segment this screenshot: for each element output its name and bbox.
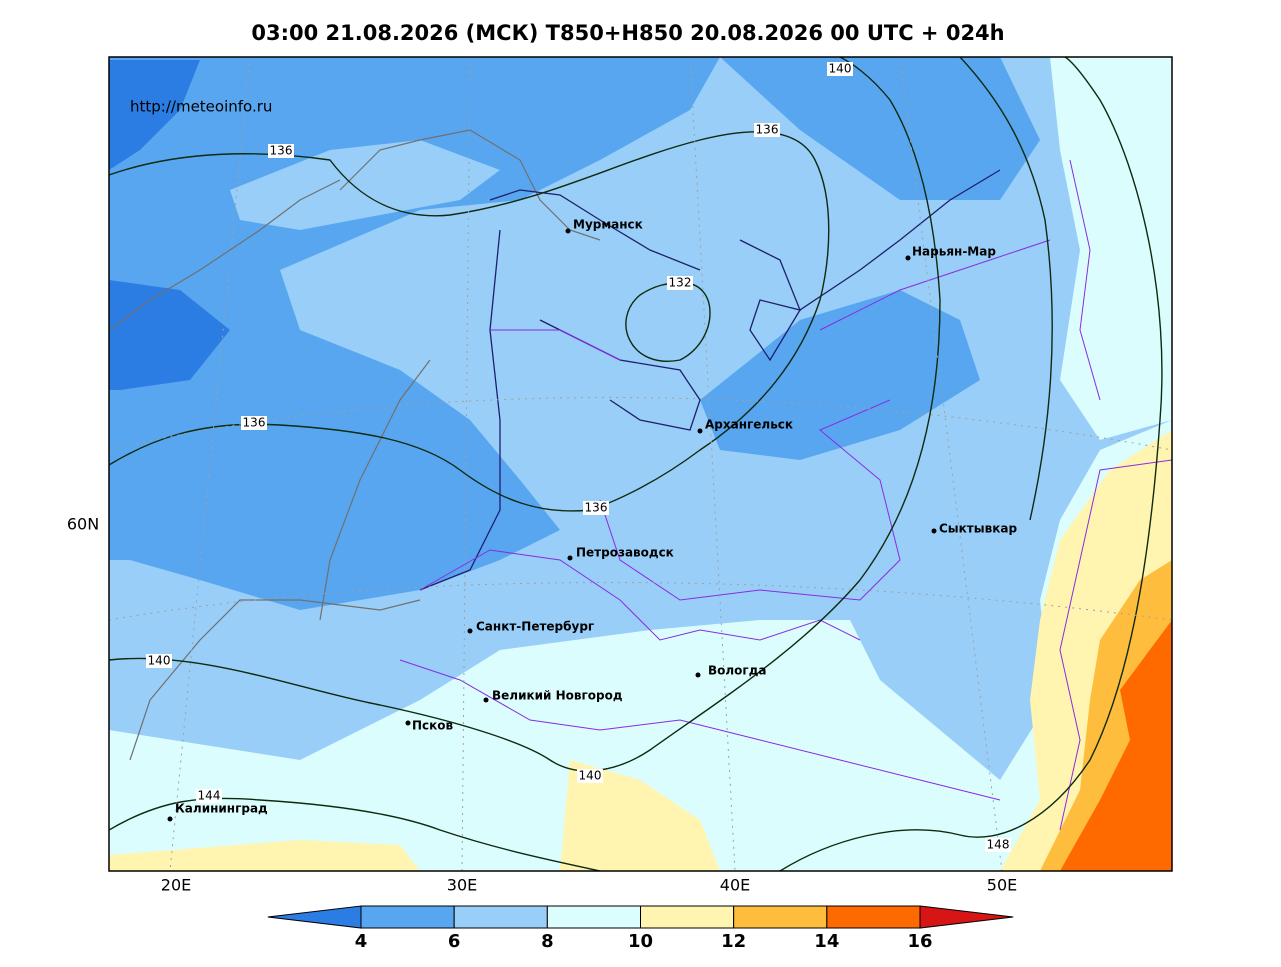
colorbar-segment bbox=[453, 905, 548, 929]
city-label: Великий Новгород bbox=[492, 689, 623, 703]
city-label: Сыктывкар bbox=[939, 522, 1017, 536]
city-label: Калининград bbox=[175, 802, 268, 816]
contour-label: 136 bbox=[585, 501, 608, 515]
city-dot bbox=[483, 697, 489, 703]
colorbar-segment bbox=[640, 905, 735, 929]
city-dot bbox=[565, 228, 571, 234]
city-label: Вологда bbox=[708, 664, 766, 678]
city-label: Нарьян-Мар bbox=[912, 245, 996, 259]
city-label: Архангельск bbox=[705, 418, 793, 432]
colorbar-tick-label: 4 bbox=[355, 931, 368, 952]
contour-label: 136 bbox=[756, 123, 779, 137]
colorbar-segment bbox=[546, 905, 641, 929]
contour-label: 140 bbox=[579, 769, 602, 783]
contour-label-bg bbox=[577, 769, 603, 783]
city-dot bbox=[405, 720, 411, 726]
contour-label: 132 bbox=[669, 276, 692, 290]
contour-label: 140 bbox=[829, 62, 852, 76]
contour-label-bg bbox=[146, 654, 172, 668]
city-label: Мурманск bbox=[573, 218, 643, 232]
contour-label-bg bbox=[268, 144, 294, 158]
city-dot bbox=[467, 628, 473, 634]
map-field bbox=[109, 57, 1172, 871]
map-frame bbox=[108, 56, 1173, 872]
city-dot bbox=[567, 555, 573, 561]
contour-label: 136 bbox=[270, 144, 293, 158]
colorbar-tick-label: 12 bbox=[721, 931, 746, 952]
city-dot bbox=[167, 816, 173, 822]
colorbar-extend-low bbox=[267, 905, 362, 929]
colorbar-extend-high bbox=[919, 905, 1014, 929]
colorbar-segment bbox=[733, 905, 828, 929]
contour-label: 136 bbox=[243, 416, 266, 430]
contour-label-bg bbox=[241, 416, 267, 430]
city-dot bbox=[931, 528, 937, 534]
city-label: Псков bbox=[412, 719, 454, 733]
colorbar-segment bbox=[826, 905, 921, 929]
colorbar-tick-label: 14 bbox=[814, 931, 839, 952]
contour-label: 148 bbox=[987, 838, 1010, 852]
city-dot bbox=[697, 428, 703, 434]
map-title: 03:00 21.08.2026 (МСК) T850+H850 20.08.2… bbox=[251, 21, 1004, 45]
city-dot bbox=[905, 255, 911, 261]
contour-label-bg bbox=[754, 123, 780, 137]
lon-label: 30E bbox=[447, 876, 477, 895]
colorbar-tick-label: 6 bbox=[448, 931, 461, 952]
lon-label: 40E bbox=[720, 876, 750, 895]
contour-label-bg bbox=[667, 276, 693, 290]
lat-label: 60N bbox=[67, 515, 99, 534]
city-label: Санкт-Петербург bbox=[476, 620, 594, 634]
contour-label-bg bbox=[985, 838, 1011, 852]
contour-label: 144 bbox=[198, 789, 221, 803]
colorbar-tick-label: 10 bbox=[628, 931, 653, 952]
city-label: Петрозаводск bbox=[576, 546, 674, 560]
contour-label: 140 bbox=[148, 654, 171, 668]
contour-label-bg bbox=[827, 62, 853, 76]
lon-label: 20E bbox=[161, 876, 191, 895]
colorbar-tick-label: 8 bbox=[541, 931, 554, 952]
colorbar-segment bbox=[360, 905, 455, 929]
colorbar-tick-label: 16 bbox=[907, 931, 932, 952]
city-dot bbox=[695, 672, 701, 678]
contour-label-bg bbox=[583, 501, 609, 515]
contour-label-bg bbox=[196, 789, 222, 803]
source-url: http://meteoinfo.ru bbox=[130, 98, 272, 116]
lon-label: 50E bbox=[987, 876, 1017, 895]
